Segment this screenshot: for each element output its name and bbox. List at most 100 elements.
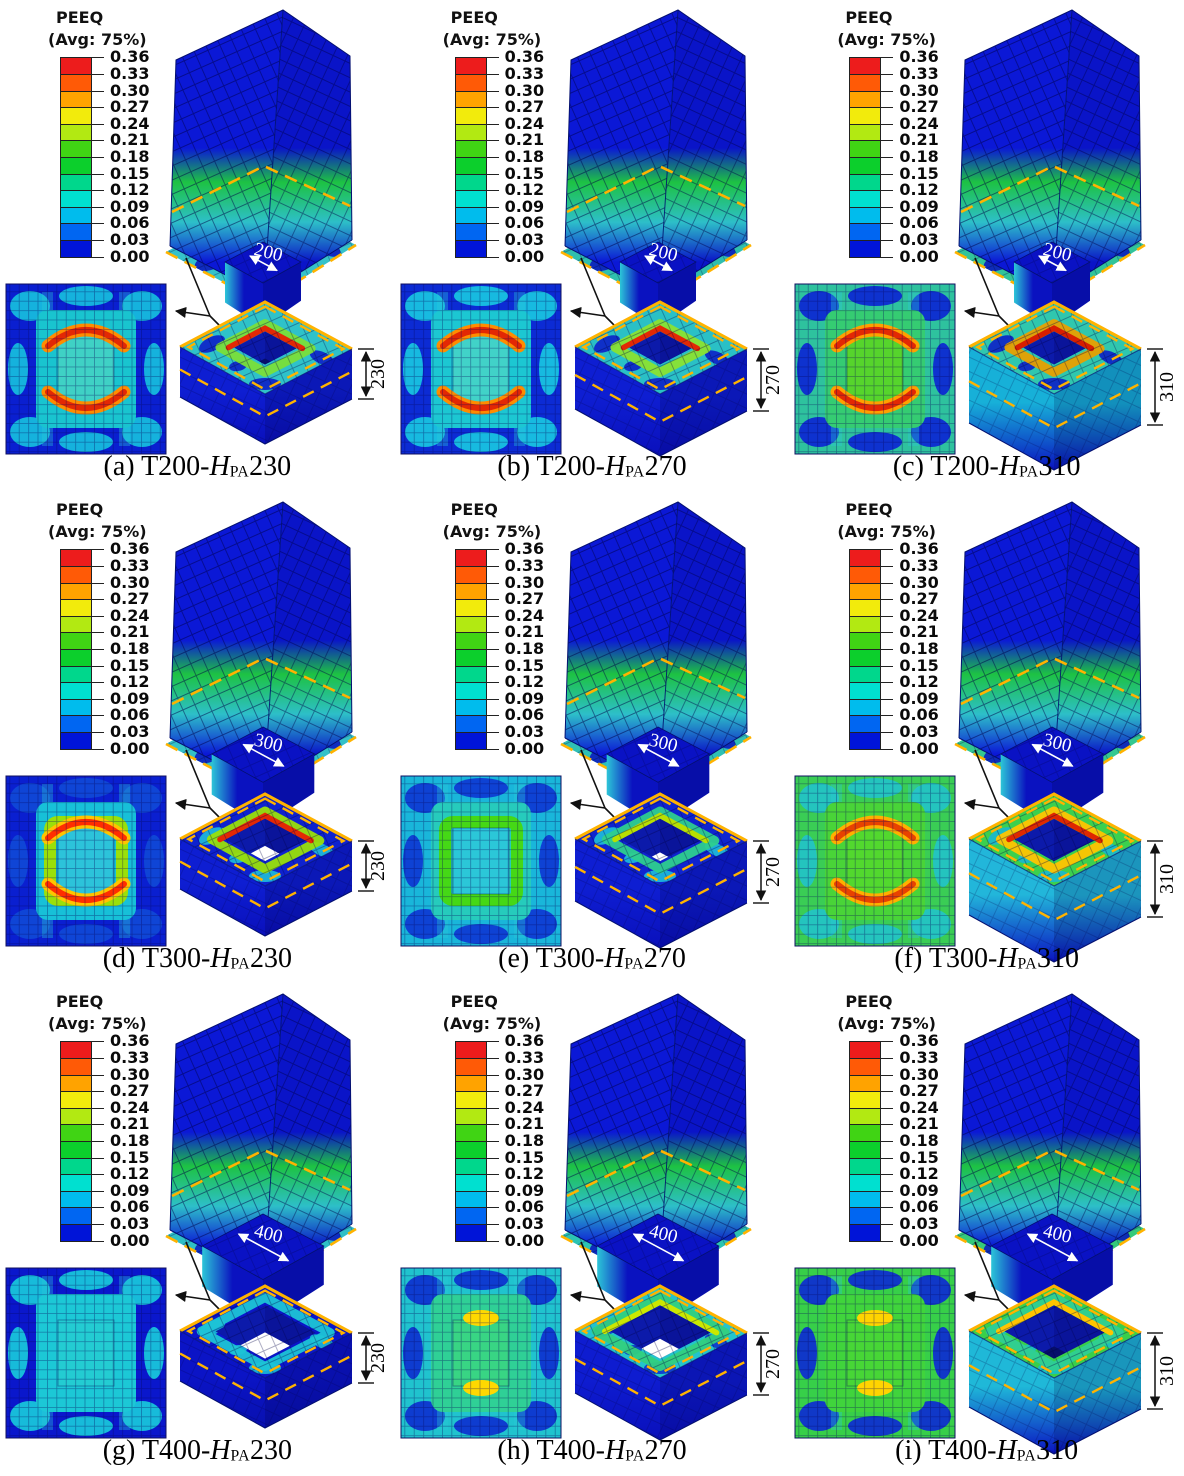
colorbar-tick (454, 1091, 499, 1093)
detail-2d-view (400, 775, 562, 947)
colorbar-tick (849, 1041, 894, 1043)
colorbar-tick (60, 549, 104, 551)
legend-subtitle: (Avg: 75%) (48, 522, 147, 542)
pier-3d-view (573, 1284, 748, 1441)
panel-d: 300 230 PEEQ (Avg: 75%) 0.36 0.33 0.30 0.27 0… (0, 492, 395, 984)
peeq-colorbar: 0.36 0.33 0.30 0.27 0.24 0.21 0.18 0.15 0.12 0.09… (443, 1033, 575, 1248)
base-dim-arrow (237, 1233, 290, 1262)
colorbar-band (454, 223, 487, 240)
colorbar-tick-label: 0.18 (110, 638, 150, 658)
panel-art: 200 270 (400, 9, 784, 457)
colorbar-tick (849, 1124, 894, 1126)
colorbar-tick-label: 0.36 (504, 1031, 545, 1051)
colorbar-tick-label: 0.30 (110, 572, 150, 592)
caption-h-subscript: PA (1019, 463, 1039, 481)
colorbar-tick (60, 1041, 104, 1043)
legend-subtitle: (Avg: 75%) (442, 522, 542, 542)
colorbar-tick (60, 156, 104, 158)
colorbar-tick (454, 748, 499, 750)
panel-art: 300 310 (794, 501, 1178, 963)
colorbar-tick-label: 0.30 (504, 1064, 545, 1084)
colorbar-band (454, 1140, 487, 1158)
detail-2d-view (400, 283, 562, 455)
colorbar-band (60, 1041, 92, 1059)
colorbar-band (454, 715, 487, 732)
colorbar-tick (60, 1107, 104, 1109)
colorbar-tick-label: 0.27 (899, 1081, 939, 1101)
pier-3d-view (573, 792, 748, 949)
colorbar-band (849, 156, 882, 174)
caption-prefix: T300- (141, 943, 211, 974)
caption-h-subscript: PA (1017, 955, 1037, 973)
colorbar-band (454, 1091, 487, 1108)
panel-caption: (c) T200-HPA310 (789, 451, 1184, 483)
colorbar-tick-label: 0.24 (504, 1097, 545, 1117)
colorbar-tick (60, 1207, 104, 1209)
legend-subtitle: (Avg: 75%) (48, 1014, 147, 1034)
colorbar-tick-label: 0.03 (504, 721, 545, 741)
peeq-legend: PEEQ (Avg: 75%) 0.36 0.33 0.30 0.27 0.24 0.21… (837, 8, 969, 264)
colorbar-tick-label: 0.18 (504, 1130, 545, 1150)
colorbar-tick-label: 0.33 (110, 555, 150, 575)
colorbar-tick-label: 0.09 (899, 196, 939, 216)
colorbar-tick-label: 0.36 (899, 1031, 939, 1051)
caption-h-value: 230 (249, 1435, 292, 1466)
colorbar-tick (60, 665, 104, 667)
legend-title: PEEQ (56, 992, 104, 1011)
colorbar-tick-label: 0.00 (504, 1230, 545, 1250)
colorbar-tick-label: 0.33 (899, 555, 939, 575)
colorbar-tick-label: 0.12 (504, 1164, 545, 1184)
colorbar-band (60, 565, 92, 583)
colorbar-band (849, 731, 882, 750)
colorbar-band (60, 90, 92, 108)
height-dim: 230 (358, 1332, 389, 1384)
colorbar-band (849, 1057, 882, 1075)
colorbar-tick (60, 582, 104, 584)
base-dim-arrow (643, 255, 673, 272)
colorbar-band (849, 123, 882, 141)
caption-h-subscript: PA (230, 1447, 250, 1465)
colorbar-band (60, 223, 92, 240)
colorbar-tick-label: 0.12 (899, 1164, 939, 1184)
caption-index: (h) (497, 1435, 531, 1466)
colorbar-tick-label: 0.03 (899, 1213, 939, 1233)
caption-prefix: T400- (536, 1435, 605, 1466)
colorbar-tick (454, 1057, 499, 1059)
colorbar-tick (454, 1041, 499, 1043)
pier-top-edge-highlight (968, 792, 1143, 843)
colorbar-tick-label: 0.15 (899, 1147, 939, 1167)
panel-g: 400 230 PEEQ (Avg: 75%) 0.36 0.33 0.30 0.27 0… (0, 984, 395, 1476)
colorbar-tick-label: 0.00 (504, 738, 545, 758)
pier-3d-view (179, 300, 353, 445)
colorbar-tick (849, 173, 894, 175)
colorbar-tick (454, 1157, 499, 1159)
detail-2d-view (794, 1267, 956, 1439)
colorbar-tick-label: 0.15 (899, 163, 939, 183)
colorbar-band (454, 156, 487, 174)
colorbar-band (60, 156, 92, 174)
colorbar-tick (849, 731, 894, 733)
colorbar-tick-label: 0.15 (504, 655, 545, 675)
colorbar-tick-label: 0.27 (899, 589, 939, 609)
pier-height-dim-label: 310 (1156, 372, 1178, 402)
colorbar-tick-label: 0.03 (504, 229, 545, 249)
colorbar-tick (60, 632, 104, 634)
panel-art: 400 310 (794, 993, 1178, 1455)
colorbar-band (849, 715, 882, 732)
colorbar-tick (60, 1074, 104, 1076)
base-dim-arrow (637, 743, 680, 767)
colorbar-band (454, 190, 487, 207)
colorbar-tick-label: 0.00 (110, 738, 150, 758)
colorbar-tick-label: 0.18 (899, 1130, 939, 1150)
caption-h-value: 270 (643, 943, 686, 974)
colorbar-tick (849, 140, 894, 142)
caption-h-symbol: H (604, 1435, 626, 1466)
colorbar-tick-label: 0.06 (899, 1197, 939, 1217)
caption-index: (a) (103, 451, 135, 482)
colorbar-tick-label: 0.06 (899, 705, 939, 725)
peeq-legend: PEEQ (Avg: 75%) 0.36 0.33 0.30 0.27 0.24 0.21… (443, 8, 575, 264)
colorbar-tick-label: 0.36 (504, 47, 545, 67)
height-dim: 310 (1147, 348, 1178, 426)
panel-caption: (g) T400-HPA230 (0, 1435, 395, 1467)
caption-prefix: T200- (536, 451, 605, 482)
